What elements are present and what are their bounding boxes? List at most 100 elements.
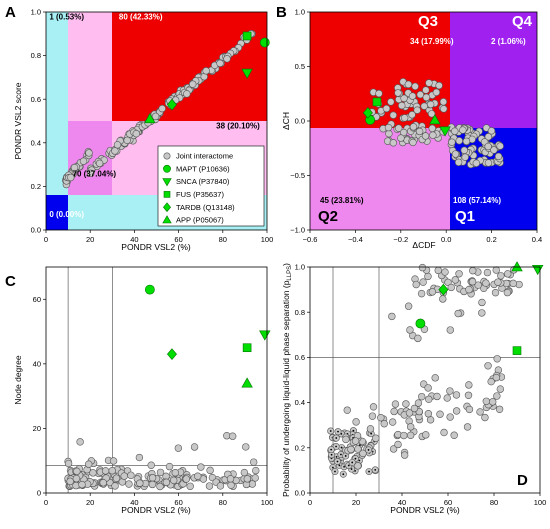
joint-interactome-point	[422, 93, 431, 102]
panel-a-xlabel: PONDR VSL2 (%)	[121, 242, 191, 252]
joint-interactome-point	[425, 395, 433, 403]
data-point-center	[340, 453, 342, 456]
data-point-center	[332, 466, 334, 469]
panel-c-reference-lines	[46, 267, 267, 493]
joint-interactome-point	[397, 134, 405, 142]
joint-interactome-point	[494, 152, 503, 161]
x-tick-label: 0.2	[486, 235, 496, 244]
joint-interactome-point	[89, 469, 97, 477]
joint-interactome-point	[394, 440, 402, 449]
data-point-center	[334, 470, 336, 473]
region-red	[112, 12, 267, 121]
region-count-label: 0 (0.00%)	[49, 210, 84, 219]
joint-interactome-point	[136, 479, 144, 487]
x-tick-label: −0.2	[393, 235, 408, 244]
panel-d-ylabel-end: )	[281, 263, 291, 266]
joint-interactome-point	[111, 147, 119, 155]
data-point-center	[350, 468, 353, 470]
joint-interactome-point	[402, 400, 410, 408]
joint-interactome-point	[158, 104, 166, 113]
joint-interactome-point	[409, 123, 418, 131]
x-tick-label: 100	[261, 235, 274, 244]
marker-tardb	[362, 106, 373, 119]
data-point-center	[358, 444, 361, 447]
legend-entry: MAPT (P10636)	[176, 164, 230, 173]
data-point-center	[351, 461, 354, 464]
joint-interactome-point	[509, 279, 517, 288]
joint-interactome-point	[354, 462, 362, 470]
marker-app	[511, 261, 523, 272]
quadrant-q2-label: Q2	[318, 208, 338, 225]
joint-interactome-point	[240, 468, 249, 477]
joint-interactome-point	[422, 86, 430, 94]
panel-b: B Q3 34 (17.99%) Q4 2 (1.06%) Q2 45 (23.…	[276, 4, 542, 250]
y-tick-label: 0.0	[295, 489, 305, 498]
panel-c-highlighted	[144, 284, 271, 388]
joint-interactome-point	[495, 405, 504, 413]
legend-marker-joint	[163, 152, 171, 160]
x-tick-label: 20	[86, 235, 94, 244]
y-tick-label: −1.0	[290, 226, 305, 235]
joint-interactome-point	[465, 285, 473, 294]
panel-d-axes: 0 20 40 60 80 100 0.0 0.2 0.4 0.6 0.8 1.0	[295, 263, 547, 507]
joint-interactome-point	[183, 90, 191, 98]
joint-interactome-point	[414, 399, 423, 407]
joint-interactome-point	[427, 110, 436, 118]
joint-interactome-point	[67, 173, 75, 182]
joint-interactome-point	[64, 459, 73, 468]
joint-interactome-point	[99, 479, 107, 487]
joint-interactome-point	[465, 405, 474, 414]
joint-interactome-point	[170, 476, 178, 485]
y-tick-label: 0.8	[31, 51, 41, 60]
joint-interactome-point	[165, 462, 174, 471]
region-count-label: 38 (20.10%)	[216, 122, 260, 131]
data-point-center	[335, 445, 337, 448]
joint-interactome-point	[190, 443, 199, 451]
joint-interactome-point	[123, 136, 131, 144]
joint-interactome-point	[465, 381, 473, 389]
joint-interactome-point	[394, 89, 402, 97]
data-point-center	[337, 430, 339, 433]
y-tick-label: 60	[33, 295, 41, 304]
data-point-center	[347, 464, 350, 467]
joint-interactome-point	[352, 418, 360, 426]
x-tick-label: 80	[490, 498, 498, 507]
joint-interactome-point	[162, 478, 171, 487]
panel-d-frame	[309, 266, 541, 494]
joint-interactome-point	[243, 475, 252, 483]
joint-interactome-point	[359, 449, 367, 458]
data-point-center	[354, 457, 357, 460]
joint-interactome-point	[70, 163, 79, 172]
data-point-center	[342, 473, 345, 476]
joint-interactome-point	[156, 468, 165, 477]
joint-interactome-point	[408, 111, 416, 119]
joint-interactome-point	[388, 418, 397, 426]
panel-c-ylabel: Node degree	[13, 355, 23, 404]
joint-interactome-point	[494, 278, 502, 286]
joint-interactome-point	[351, 437, 360, 445]
panel-c-frame	[45, 266, 268, 494]
joint-interactome-point	[148, 474, 157, 482]
joint-interactome-point	[431, 374, 439, 382]
joint-interactome-point	[127, 471, 135, 479]
joint-interactome-point	[455, 270, 463, 278]
joint-interactome-point	[472, 159, 481, 167]
joint-interactome-point	[394, 124, 403, 132]
joint-interactome-point	[416, 90, 425, 99]
panel-c-axes: 0 20 40 60 80 100 0 20 40 60	[33, 295, 274, 507]
joint-interactome-point	[148, 480, 157, 489]
joint-interactome-point	[400, 94, 408, 103]
joint-interactome-point	[404, 80, 413, 89]
data-point-center	[335, 455, 338, 458]
marker-mapt	[259, 37, 270, 48]
joint-interactome-point	[426, 416, 435, 424]
joint-interactome-point	[455, 137, 463, 145]
panel-c-xlabel: PONDR VSL2 (%)	[121, 505, 191, 515]
joint-interactome-point	[487, 127, 496, 135]
panel-c: C 0 20 40 60 80 100 0 20 40 60 PONDR VSL2 (%) Nod…	[5, 266, 274, 515]
quadrant-q1-count: 108 (57.14%)	[453, 196, 501, 205]
joint-interactome-point	[197, 463, 205, 471]
marker-fus	[512, 346, 522, 355]
joint-interactome-point	[496, 385, 505, 393]
legend: Joint interactome MAPT (P10636) SNCA (P378…	[157, 145, 265, 227]
